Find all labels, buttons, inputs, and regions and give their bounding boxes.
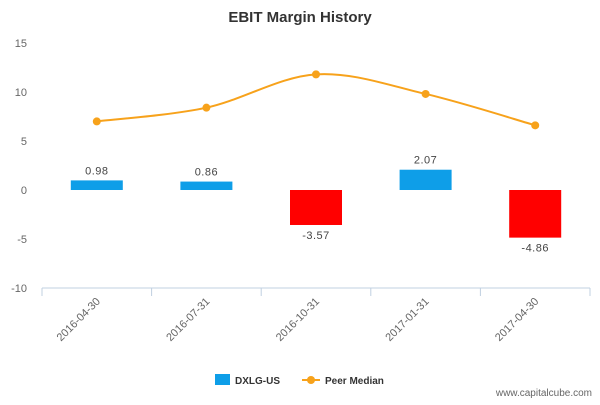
peer-median-point xyxy=(421,89,430,98)
bar xyxy=(180,181,233,190)
line-series xyxy=(92,70,540,130)
watermark: www.capitalcube.com xyxy=(495,388,592,399)
peer-median-point xyxy=(92,117,101,126)
bar-data-label: 0.86 xyxy=(195,167,218,179)
bar xyxy=(290,190,342,225)
x-tick-label: 2016-04-30 xyxy=(55,296,103,344)
x-tick-label: 2017-04-30 xyxy=(493,296,541,344)
chart-title: EBIT Margin History xyxy=(228,9,372,26)
bar-data-label: 2.07 xyxy=(414,155,437,167)
peer-median-point xyxy=(312,70,320,79)
y-tick-label: 0 xyxy=(21,185,27,197)
peer-median-line xyxy=(96,73,536,127)
y-tick-label: 15 xyxy=(15,38,27,50)
y-tick-label: 10 xyxy=(15,87,27,99)
legend-item-bar-series[interactable]: DXLG-US xyxy=(235,376,280,387)
y-tick-label: -10 xyxy=(11,283,27,295)
x-tick-label: 2016-07-31 xyxy=(164,296,212,344)
y-tick-label: -5 xyxy=(17,234,27,246)
peer-median-point xyxy=(531,121,540,130)
bar-data-label: -3.57 xyxy=(302,230,330,242)
bar xyxy=(509,190,562,238)
x-tick-label: 2016-10-31 xyxy=(274,296,322,344)
legend-line-marker xyxy=(307,376,315,384)
bar xyxy=(70,180,123,190)
legend[interactable]: DXLG-US Peer Median xyxy=(215,374,384,387)
y-tick-label: 5 xyxy=(21,136,27,148)
bar-data-label: 0.98 xyxy=(85,165,108,177)
legend-bar-swatch xyxy=(215,374,230,385)
bar xyxy=(399,169,452,190)
bar-data-label: -4.86 xyxy=(521,243,549,255)
x-tick-label: 2017-01-31 xyxy=(383,296,431,344)
legend-item-line-series[interactable]: Peer Median xyxy=(325,376,384,387)
bar-series: 0.98 0.86 -3.57 2.07 -4.86 xyxy=(70,155,562,255)
peer-median-point xyxy=(202,103,211,112)
